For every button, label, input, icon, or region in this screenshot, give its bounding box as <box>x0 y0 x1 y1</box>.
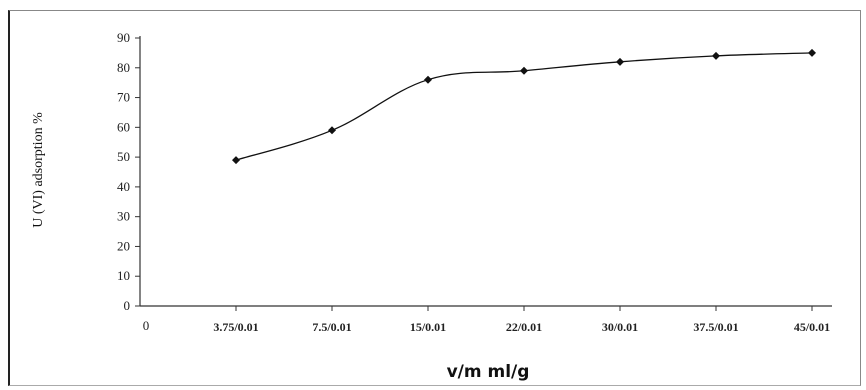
chart-frame <box>8 10 861 386</box>
data-point <box>520 66 528 75</box>
y-tick-label: 20 <box>117 238 130 253</box>
x-tick-label: 3.75/0.01 <box>213 320 258 334</box>
y-tick-label: 60 <box>117 119 130 134</box>
y-tick-label: 40 <box>117 179 130 194</box>
y-tick-label: 80 <box>117 60 130 75</box>
x-tick-label: 22/0.01 <box>506 320 542 334</box>
data-point <box>328 126 336 135</box>
data-point <box>616 57 624 66</box>
series-layer <box>232 48 816 165</box>
tick-labels: 0 10 20 30 40 50 60 70 80 90 3.75/0.01 7.5/0.01 15/0… <box>117 30 830 334</box>
x-tick-label: 37.5/0.01 <box>693 320 738 334</box>
y-tick-label: 10 <box>117 268 130 283</box>
y-tick-label: 50 <box>117 149 130 164</box>
y-tick-label: 70 <box>117 90 130 105</box>
axes <box>135 36 832 311</box>
x-tick-label: 15/0.01 <box>410 320 446 334</box>
x-tick-label: 7.5/0.01 <box>312 320 351 334</box>
y-tick-label: 0 <box>124 298 131 313</box>
y-tick-label: 90 <box>117 30 130 45</box>
y-tick-label: 30 <box>117 209 130 224</box>
y-axis-label: U (VI) adsorption % <box>31 112 46 228</box>
origin-tick-label: 0 <box>143 318 150 333</box>
x-tick-label: 30/0.01 <box>602 320 638 334</box>
data-point <box>424 75 432 84</box>
x-tick-label: 45/0.01 <box>794 320 830 334</box>
data-point <box>808 48 816 57</box>
x-axis-label: v/m ml/g <box>447 362 530 382</box>
data-point <box>232 156 240 165</box>
data-point <box>712 51 720 60</box>
